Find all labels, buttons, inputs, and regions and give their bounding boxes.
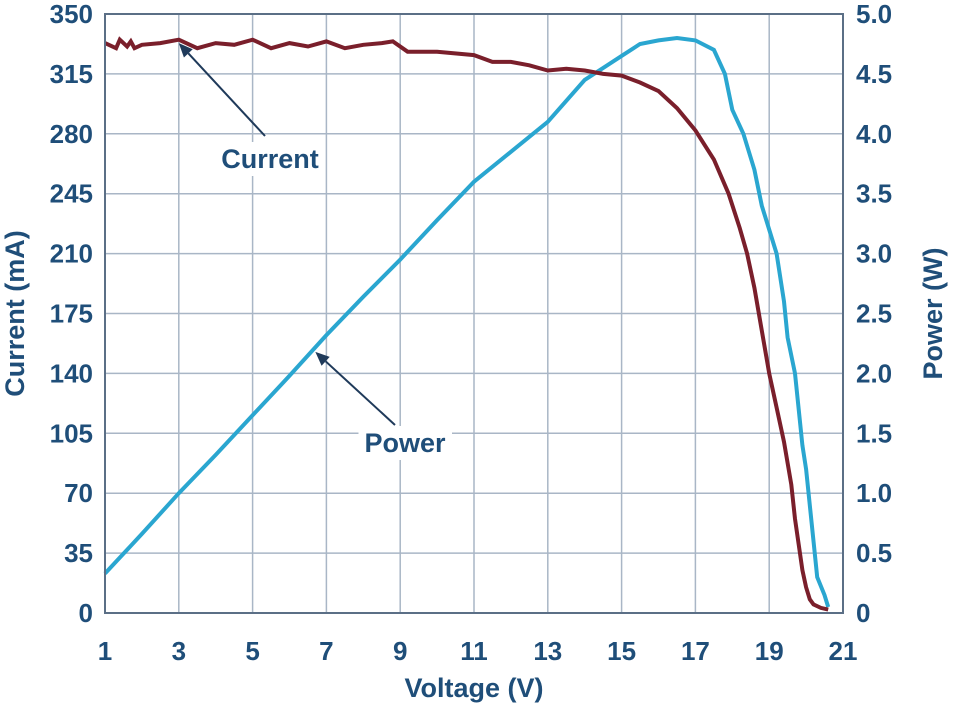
annotation-label-background	[215, 142, 325, 176]
y-right-tick-label: 1.0	[856, 478, 892, 508]
x-tick-label: 19	[755, 636, 784, 666]
x-tick-label: 15	[607, 636, 636, 666]
x-tick-label: 13	[533, 636, 562, 666]
annotation-arrowhead	[315, 351, 330, 366]
x-axis-title: Voltage (V)	[404, 673, 543, 703]
x-tick-label: 7	[319, 636, 333, 666]
y-right-tick-label: 4.5	[856, 59, 892, 89]
annotations: Current Power	[178, 43, 453, 460]
y-right-tick-label: 3.0	[856, 239, 892, 269]
y-left-tick-label: 140	[50, 358, 93, 388]
y-right-tick-label: 0	[856, 598, 870, 628]
y-right-tick-label: 0.5	[856, 538, 892, 568]
series-line-current	[104, 36, 829, 612]
y-left-tick-label: 280	[50, 119, 93, 149]
x-tick-label: 3	[172, 636, 186, 666]
annotation-arrowhead	[178, 43, 193, 58]
x-tick-label: 9	[393, 636, 407, 666]
y-right-tick-label: 5.0	[856, 0, 892, 29]
annotation-arrow	[324, 360, 396, 426]
x-tick-label: 11	[460, 636, 488, 666]
y-right-tick-label: 2.0	[856, 358, 892, 388]
y-left-tick-label: 350	[50, 0, 93, 29]
y-left-tick-label: 175	[50, 299, 93, 329]
annotation-label-current: Current	[221, 144, 319, 174]
y-left-tick-label: 210	[50, 239, 93, 269]
y-right-tick-label: 1.5	[856, 418, 892, 448]
x-tick-labels: 1 3 5 7 9 11 13 15 17 19 21	[98, 636, 858, 666]
y-left-tick-label: 0	[79, 598, 93, 628]
x-tick-label: 1	[98, 636, 112, 666]
x-tick-label: 17	[681, 636, 710, 666]
y-right-tick-label: 3.5	[856, 179, 892, 209]
x-tick-label: 5	[245, 636, 259, 666]
y-right-axis-title: Power (W)	[918, 248, 948, 380]
y-right-tick-label: 2.5	[856, 299, 892, 329]
y-left-tick-label: 245	[50, 179, 93, 209]
y-left-tick-labels: 0 35 70 105 140 175 210 245 280 315 350	[50, 0, 93, 628]
annotation-arrow	[187, 52, 266, 137]
series-layer	[103, 35, 831, 612]
y-left-tick-label: 105	[50, 418, 93, 448]
y-right-tick-label: 4.0	[856, 119, 892, 149]
series-line-power	[103, 35, 831, 608]
x-tick-label: 21	[829, 636, 858, 666]
y-left-tick-label: 35	[64, 538, 93, 568]
annotation-label-power: Power	[364, 428, 446, 458]
plot-frame	[104, 13, 844, 614]
y-left-tick-label: 70	[64, 478, 93, 508]
y-left-tick-label: 315	[50, 59, 93, 89]
annotation-label-background	[358, 426, 453, 460]
y-left-axis-title: Current (mA)	[0, 230, 30, 397]
y-right-tick-labels: 0 0.5 1.0 1.5 2.0 2.5 3.0 3.5 4.0 4.5 5.0	[856, 0, 892, 628]
